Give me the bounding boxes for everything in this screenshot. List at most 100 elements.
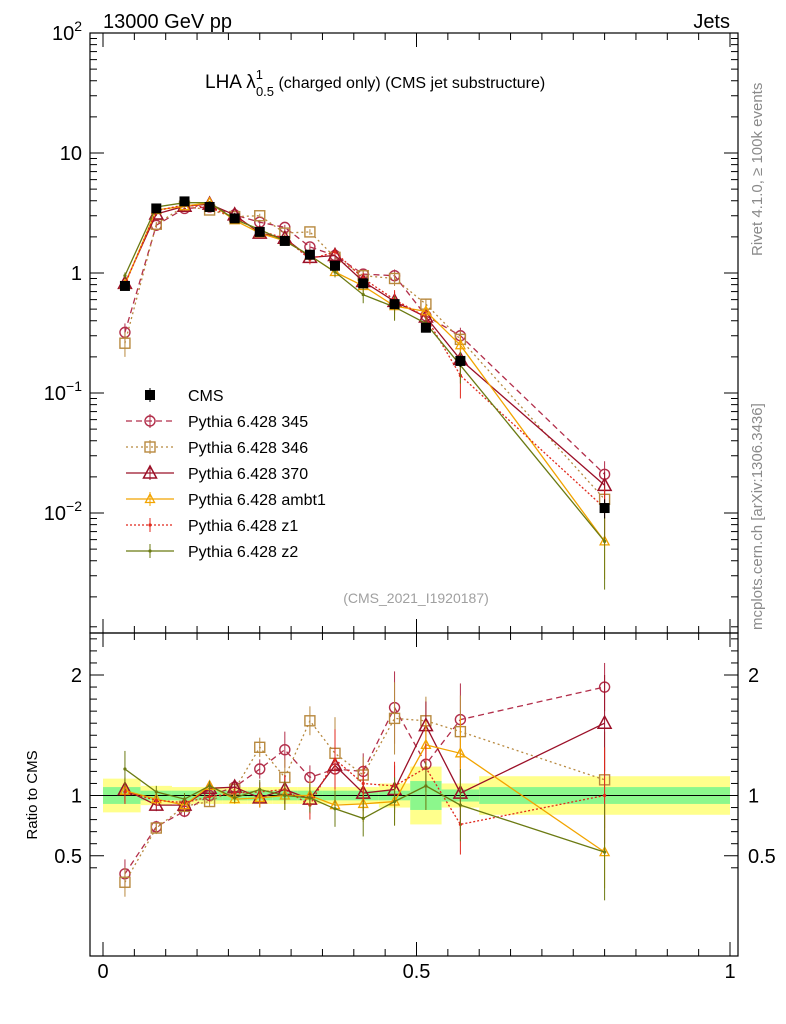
data-point-z2 <box>123 274 127 278</box>
data-point-p346 <box>388 272 401 285</box>
data-point-cms <box>420 322 431 333</box>
ratio-point-z2 <box>361 816 365 820</box>
ratio-point-z2 <box>258 787 262 792</box>
main-y-tick-labels: 102 10 1 10−1 10−2 <box>44 18 82 525</box>
legend-marker-p346 <box>144 441 156 453</box>
analysis-watermark: (CMS_2021_I1920187) <box>343 590 489 606</box>
ratio-point-z2 <box>233 796 237 800</box>
ratio-plot-marks <box>117 662 613 901</box>
ratio-y-tick-label-right: 1 <box>748 786 759 808</box>
ratio-plot-ticks <box>90 626 738 956</box>
main-plot-title: LHA λ1 0.5 (charged only) (CMS jet substr… <box>205 67 545 99</box>
series-line-z2 <box>124 202 606 542</box>
legend-entry-p370: Pythia 6.428 370 <box>126 464 308 483</box>
legend-label-z2: Pythia 6.428 z2 <box>188 544 298 561</box>
ratio-plot-panel: 0.5 0.5 1 1 2 2 0 0.5 1 Ratio to CMS <box>24 626 776 983</box>
ratio-y-tick-label-left: 2 <box>71 665 82 687</box>
data-point-p346 <box>304 226 316 238</box>
ratio-point-z1 <box>603 793 607 798</box>
title-superscript: 1 <box>256 67 263 82</box>
ratio-point-z2 <box>603 850 607 854</box>
series-line-p345 <box>124 206 606 475</box>
title-suffix: (charged only) (CMS jet substructure) <box>274 75 545 92</box>
header-left-label: 13000 GeV pp <box>103 11 232 33</box>
legend-entry-z1: Pythia 6.428 z1 <box>126 518 298 535</box>
ratio-point-p370 <box>596 714 613 729</box>
ratio-series-p345 <box>119 662 611 889</box>
ratio-y-tick-labels: 0.5 0.5 1 1 2 2 <box>54 665 776 868</box>
ratio-point-p345 <box>279 744 291 756</box>
series-cms <box>119 196 610 519</box>
ratio-point-z1 <box>154 798 158 802</box>
legend-marker-p370 <box>142 464 158 479</box>
ratio-point-z2 <box>154 790 158 794</box>
ratio-point-p370 <box>148 796 165 811</box>
ratio-line-z2 <box>124 768 605 853</box>
ratio-point-p346 <box>254 741 266 753</box>
legend-label-p346: Pythia 6.428 346 <box>188 440 308 457</box>
data-point-z2 <box>603 539 607 543</box>
legend-entry-p345: Pythia 6.428 345 <box>126 414 308 431</box>
y-tick-label: 102 <box>52 18 82 45</box>
series-z1 <box>123 203 607 540</box>
side-label-mcplots: mcplots.cern.ch [arXiv:1306.3436] <box>749 403 766 630</box>
ratio-y-tick-label-right: 0.5 <box>748 846 776 868</box>
ratio-point-z1 <box>123 790 127 794</box>
data-point-z2 <box>333 270 337 274</box>
x-tick-label: 0.5 <box>403 961 431 983</box>
ratio-y-tick-label-right: 2 <box>748 665 759 687</box>
ratio-point-z2 <box>207 784 212 788</box>
legend-marker-cms <box>145 390 155 400</box>
data-point-z2 <box>361 293 365 297</box>
ratio-point-z2 <box>123 767 127 771</box>
data-point-cms <box>329 260 340 271</box>
data-point-ambt1 <box>454 338 466 350</box>
y-tick-label: 1 <box>71 263 82 285</box>
ratio-point-z1 <box>333 757 337 761</box>
ratio-point-z1 <box>361 781 365 786</box>
legend-label-p345: Pythia 6.428 345 <box>188 414 308 431</box>
ratio-point-p346 <box>119 876 131 888</box>
legend-label-z1: Pythia 6.428 z1 <box>188 518 298 535</box>
ratio-point-z1 <box>207 795 212 799</box>
series-line-z1 <box>124 204 606 509</box>
data-point-cms <box>279 235 290 246</box>
ratio-point-z2 <box>458 803 462 807</box>
legend-marker-p345 <box>144 415 156 427</box>
ratio-y-axis-label: Ratio to CMS <box>24 750 41 839</box>
data-point-p370 <box>327 246 343 262</box>
data-point-cms <box>358 278 369 289</box>
x-tick-label: 1 <box>724 961 735 983</box>
y-tick-label: 10−2 <box>44 498 82 525</box>
data-point-cms <box>204 201 215 212</box>
main-plot-frame <box>89 32 739 634</box>
title-prefix: LHA λ <box>205 72 256 93</box>
side-label-rivet: Rivet 4.1.0, ≥ 100k events <box>749 83 766 256</box>
y-tick-label: 10 <box>60 143 82 165</box>
x-tick-labels: 0 0.5 1 <box>97 961 735 983</box>
ratio-series-z2 <box>123 750 607 901</box>
title-subscript: 0.5 <box>256 84 274 99</box>
legend-entry-p346: Pythia 6.428 346 <box>126 440 308 457</box>
data-point-cms <box>179 196 190 207</box>
data-point-cms <box>254 226 265 237</box>
data-point-cms <box>119 280 130 291</box>
ratio-point-z2 <box>283 793 287 798</box>
ratio-point-p345 <box>254 763 266 775</box>
ratio-point-z2 <box>392 799 397 804</box>
ratio-point-z2 <box>333 807 337 811</box>
data-point-z1 <box>333 250 337 254</box>
ratio-y-tick-label-left: 1 <box>71 786 82 808</box>
main-plot-ticks <box>90 32 738 634</box>
legend-label-p370: Pythia 6.428 370 <box>188 466 308 483</box>
ratio-point-p346 <box>304 715 316 727</box>
y-tick-label: 10−1 <box>44 378 82 405</box>
data-point-cms <box>229 213 240 224</box>
ratio-point-z2 <box>424 784 428 788</box>
header-right-label: Jets <box>693 11 730 33</box>
data-point-p346 <box>119 337 131 349</box>
ratio-y-tick-label-left: 0.5 <box>54 846 82 868</box>
legend-label-ambt1: Pythia 6.428 ambt1 <box>188 492 326 509</box>
